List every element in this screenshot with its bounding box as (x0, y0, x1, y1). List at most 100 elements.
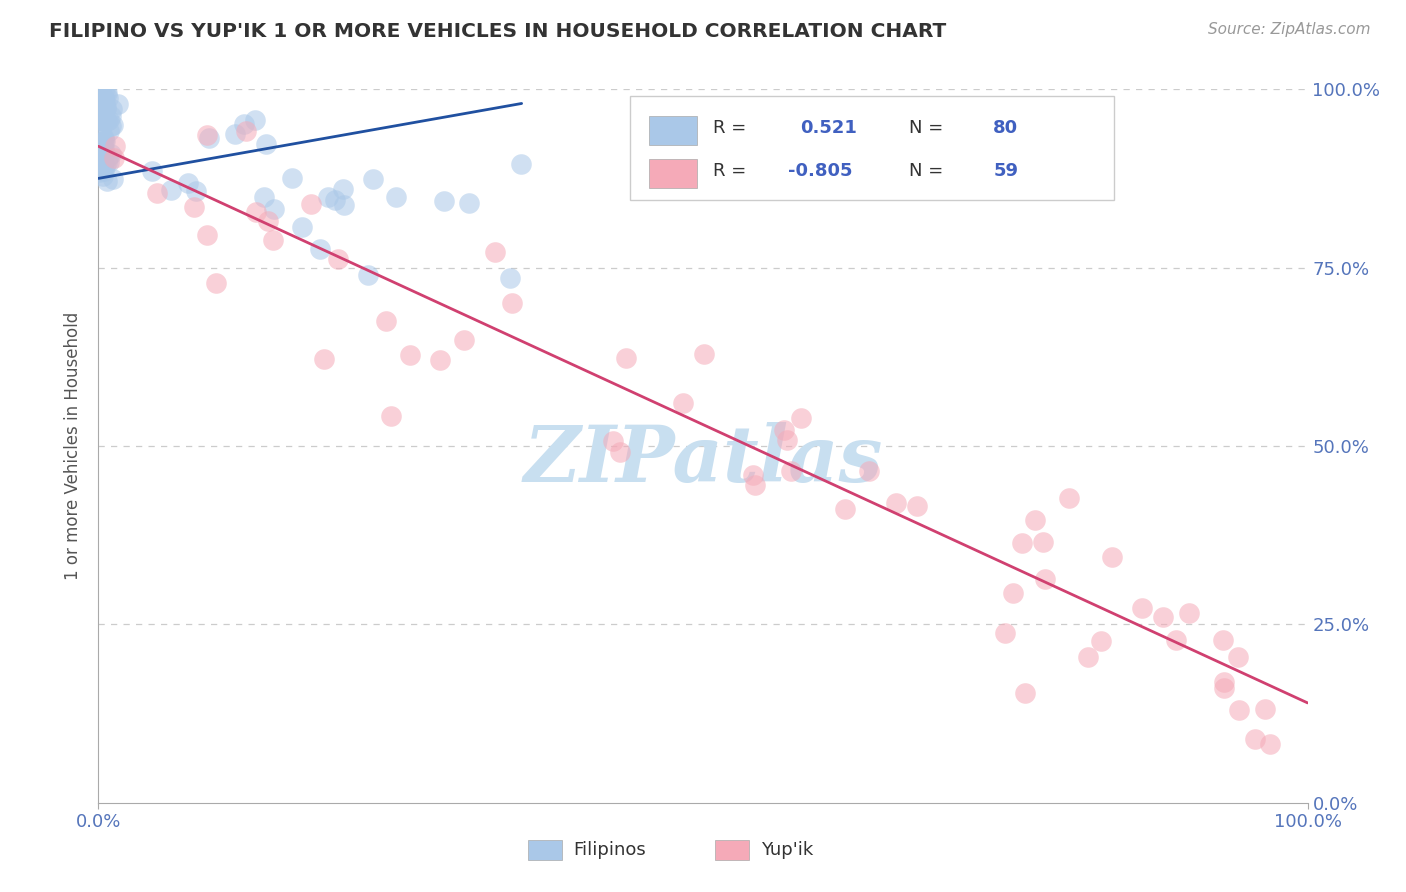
Point (89, 93, 111, 107)
Point (91, 137, 114, 152)
Point (323, 193, 346, 207)
Text: Source: ZipAtlas.com: Source: ZipAtlas.com (1208, 22, 1371, 37)
Point (101, 102, 124, 116)
Point (257, 214, 280, 228)
Point (90, 135, 112, 149)
Point (160, 183, 183, 197)
Y-axis label: 1 or more Vehicles in Household: 1 or more Vehicles in Household (65, 312, 83, 580)
Text: R =: R = (713, 162, 752, 180)
Point (501, 296, 523, 310)
Text: FILIPINO VS YUP'IK 1 OR MORE VEHICLES IN HOUSEHOLD CORRELATION CHART: FILIPINO VS YUP'IK 1 OR MORE VEHICLES IN… (49, 22, 946, 41)
Point (1213, 681, 1236, 695)
Text: N =: N = (908, 162, 949, 180)
Point (253, 190, 276, 204)
Point (91, 169, 114, 184)
Point (146, 186, 169, 200)
Point (884, 496, 907, 510)
Point (96, 101, 118, 115)
Point (1177, 607, 1199, 621)
Point (245, 204, 267, 219)
Point (361, 172, 384, 186)
Point (326, 252, 349, 266)
Point (780, 464, 803, 478)
Point (773, 423, 796, 437)
Point (1227, 650, 1250, 665)
Text: ZIPatlas: ZIPatlas (523, 422, 883, 499)
Point (1011, 536, 1033, 550)
Point (263, 202, 285, 217)
Point (97, 124, 120, 138)
Point (385, 190, 408, 204)
Point (90, 161, 112, 175)
Point (89, 163, 111, 178)
Point (433, 194, 456, 208)
Point (90, 102, 112, 116)
Point (356, 268, 378, 282)
Point (93, 164, 115, 178)
Point (316, 190, 339, 204)
Point (429, 353, 451, 368)
Point (96, 155, 118, 169)
Point (332, 182, 354, 196)
Point (93, 114, 115, 128)
Point (183, 201, 205, 215)
Point (100, 119, 122, 133)
Point (96, 101, 118, 115)
Point (742, 468, 765, 483)
Point (141, 163, 163, 178)
Point (100, 147, 122, 161)
Text: 0.521: 0.521 (800, 120, 856, 137)
Point (97, 91, 120, 105)
Point (96, 114, 118, 128)
Point (93, 130, 115, 145)
Point (233, 117, 256, 131)
Point (399, 347, 422, 361)
Point (1077, 650, 1099, 665)
Point (91, 145, 114, 159)
Bar (648, 116, 697, 145)
Point (90, 154, 112, 169)
Point (834, 501, 856, 516)
Point (101, 119, 124, 133)
Point (103, 171, 125, 186)
Point (1152, 610, 1174, 624)
Point (453, 333, 475, 347)
Point (198, 131, 221, 145)
Point (93, 95, 115, 110)
Text: Yup'ik: Yup'ik (761, 841, 813, 859)
Point (91, 128, 114, 142)
Point (1227, 703, 1250, 717)
Point (97, 150, 120, 164)
Point (994, 626, 1017, 640)
Point (97, 113, 120, 128)
Point (89, 113, 111, 128)
Point (1212, 674, 1234, 689)
Point (93, 103, 115, 118)
Point (499, 271, 522, 285)
Point (905, 499, 928, 513)
Point (602, 434, 624, 448)
Point (94, 112, 117, 126)
Point (308, 242, 330, 256)
Point (1033, 572, 1056, 586)
Point (89, 110, 111, 124)
Point (858, 464, 880, 478)
Point (609, 445, 631, 459)
Point (100, 109, 122, 123)
Point (254, 137, 277, 152)
FancyBboxPatch shape (630, 96, 1114, 200)
Point (332, 198, 354, 212)
Bar (716, 840, 749, 860)
Text: -0.805: -0.805 (787, 162, 852, 180)
Point (374, 314, 396, 328)
Point (1101, 550, 1123, 565)
Point (235, 124, 257, 138)
Point (90, 148, 112, 162)
Point (1024, 513, 1046, 527)
Point (97, 155, 120, 169)
Point (693, 346, 716, 360)
Point (614, 351, 637, 365)
Point (484, 245, 506, 260)
Point (1212, 632, 1234, 647)
Point (1258, 738, 1281, 752)
